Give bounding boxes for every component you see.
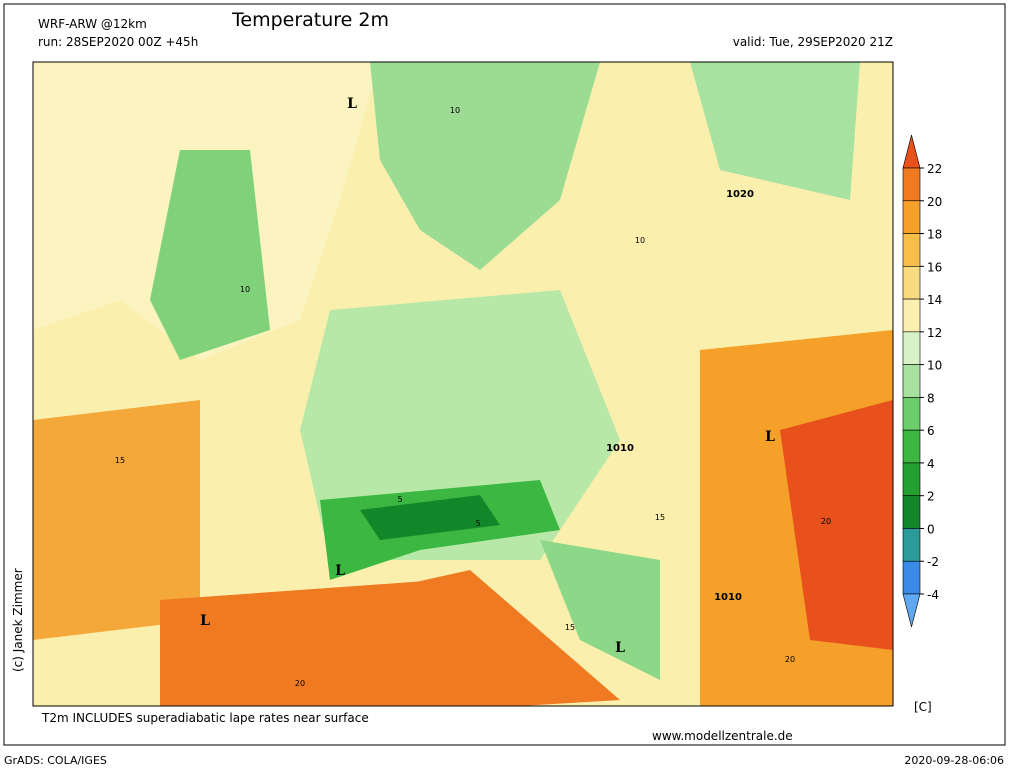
contour-label: 20 — [821, 517, 831, 526]
cool-area — [540, 540, 660, 680]
tick-label: 10 — [927, 359, 942, 373]
cool-area — [370, 62, 600, 270]
unit-label: [C] — [914, 700, 932, 714]
tick-label: 20 — [927, 195, 942, 209]
tick-label: 12 — [927, 326, 942, 340]
site: www.modellzentrale.de — [652, 729, 793, 743]
warm-area — [33, 400, 200, 640]
contour-label: L — [615, 640, 625, 656]
tick-label: 16 — [927, 260, 942, 274]
tick-label: 22 — [927, 162, 942, 176]
color-band — [902, 364, 921, 398]
color-band — [902, 331, 921, 365]
color-band — [902, 298, 921, 333]
valid-label: valid: Tue, 29SEP2020 21Z — [733, 35, 893, 49]
color-band — [902, 495, 921, 529]
color-band — [902, 266, 921, 300]
hot-area — [780, 400, 893, 650]
contour-label: 20 — [295, 679, 305, 688]
contour-label: L — [200, 613, 210, 629]
contour-label: 15 — [115, 456, 125, 465]
model-label: WRF-ARW @12km — [38, 17, 147, 31]
contour-label: 10 — [240, 285, 250, 294]
contour-label: L — [335, 563, 345, 579]
cool-area — [150, 150, 270, 360]
contour-label: L — [347, 96, 357, 112]
color-band — [902, 200, 921, 234]
tick-label: 0 — [927, 522, 935, 536]
contour-label: 15 — [565, 623, 575, 632]
color-band — [902, 397, 921, 431]
warm-area — [380, 570, 620, 706]
tick-label: -4 — [927, 588, 939, 602]
contour-label: 1010 — [606, 443, 634, 454]
contour-label: 10 — [450, 106, 460, 115]
color-band — [902, 167, 921, 202]
contour-label: 5 — [475, 519, 480, 528]
map — [32, 61, 894, 707]
color-band — [902, 560, 921, 595]
contour-label: 5 — [397, 495, 402, 504]
color-band — [902, 462, 921, 496]
credit: (c) Janek Zimmer — [11, 568, 25, 672]
color-band — [902, 528, 921, 562]
contour-label: 1010 — [714, 592, 742, 603]
color-band — [902, 429, 921, 464]
run-label: run: 28SEP2020 00Z +45h — [38, 35, 198, 49]
note: T2m INCLUDES superadiabatic lape rates n… — [41, 711, 369, 725]
cool-area — [690, 62, 860, 200]
contour-label: 20 — [785, 655, 795, 664]
tick-label: 6 — [927, 424, 935, 438]
contour-label: 10 — [635, 236, 645, 245]
title: Temperature 2m — [231, 9, 389, 31]
grads: GrADS: COLA/IGES — [4, 754, 107, 767]
map-border — [32, 61, 894, 707]
contour-label: L — [765, 429, 775, 445]
tick-label: 14 — [927, 293, 942, 307]
stamp: 2020-09-28-06:06 — [904, 754, 1004, 767]
contour-label: 15 — [655, 513, 665, 522]
tick-label: 2 — [927, 490, 935, 504]
tick-label: -2 — [927, 555, 939, 569]
tick-label: 8 — [927, 391, 935, 405]
cold-area — [360, 495, 500, 540]
contour-label: 1020 — [726, 189, 754, 200]
tick-label: 18 — [927, 228, 942, 242]
tick-label: 4 — [927, 457, 935, 471]
color-arrow — [902, 593, 921, 628]
color-band — [902, 233, 921, 267]
warm-area — [160, 580, 440, 706]
